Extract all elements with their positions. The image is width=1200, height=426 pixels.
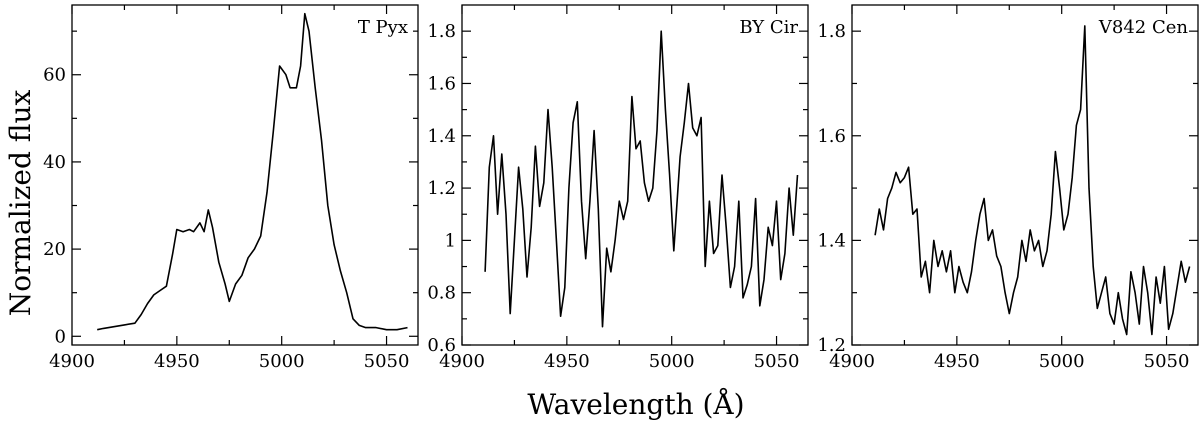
spectrum-line	[874, 25, 1191, 336]
x-tick-label: 5050	[1144, 351, 1190, 372]
y-tick-label: 1.2	[427, 178, 456, 199]
x-tick-label: 4950	[544, 351, 590, 372]
panel-label: V842 Cen	[1098, 17, 1189, 38]
x-axis-title: Wavelength (Å)	[527, 388, 744, 421]
panel-1: 4900 4950 5000 5050 0 20 40 60 T Pyx	[43, 4, 419, 372]
spectrum-line	[484, 30, 799, 328]
y-tick-label: 1.6	[427, 73, 456, 94]
y-tick-label: 1.2	[817, 335, 846, 356]
y-tick-label: 0.6	[427, 335, 456, 356]
x-tick-label: 5050	[364, 351, 410, 372]
y-tick-label: 1.8	[817, 21, 846, 42]
panel-label: BY Cir	[739, 17, 798, 38]
y-tick-label: 1.8	[427, 21, 456, 42]
panel-2: 4900 4950 5000 5050 0.6 0.8 1 1.2 1.4 1.6 1.8 BY Ci…	[427, 4, 809, 372]
plot-frame	[71, 4, 419, 346]
panel-3: 4900 4950 5000 5050 1.2 1.4 1.6 1.8 V842 Cen	[817, 4, 1199, 372]
y-tick-label: 20	[43, 239, 66, 260]
y-tick-label: 1.4	[427, 126, 456, 147]
x-tick-label: 5050	[754, 351, 800, 372]
panel-label: T Pyx	[358, 17, 408, 38]
x-tick-label: 4950	[934, 351, 980, 372]
y-tick-label: 40	[43, 152, 66, 173]
x-tick-label: 5000	[649, 351, 695, 372]
x-tick-label: 5000	[259, 351, 305, 372]
y-tick-label: 60	[43, 65, 66, 86]
y-tick-label: 0	[55, 326, 66, 347]
y-tick-label: 1.6	[817, 126, 846, 147]
x-tick-label: 4900	[439, 351, 485, 372]
x-tick-label: 5000	[1039, 351, 1085, 372]
y-tick-label: 1.4	[817, 230, 846, 251]
spectrum-line	[97, 12, 408, 331]
x-tick-label: 4900	[829, 351, 875, 372]
y-axis-title: Normalized flux	[4, 90, 37, 317]
y-tick-label: 0.8	[427, 283, 456, 304]
x-tick-label: 4950	[154, 351, 200, 372]
plot-frame	[461, 4, 809, 346]
y-tick-label: 1	[445, 230, 456, 251]
x-tick-label: 4900	[49, 351, 95, 372]
plot-frame	[851, 4, 1199, 346]
